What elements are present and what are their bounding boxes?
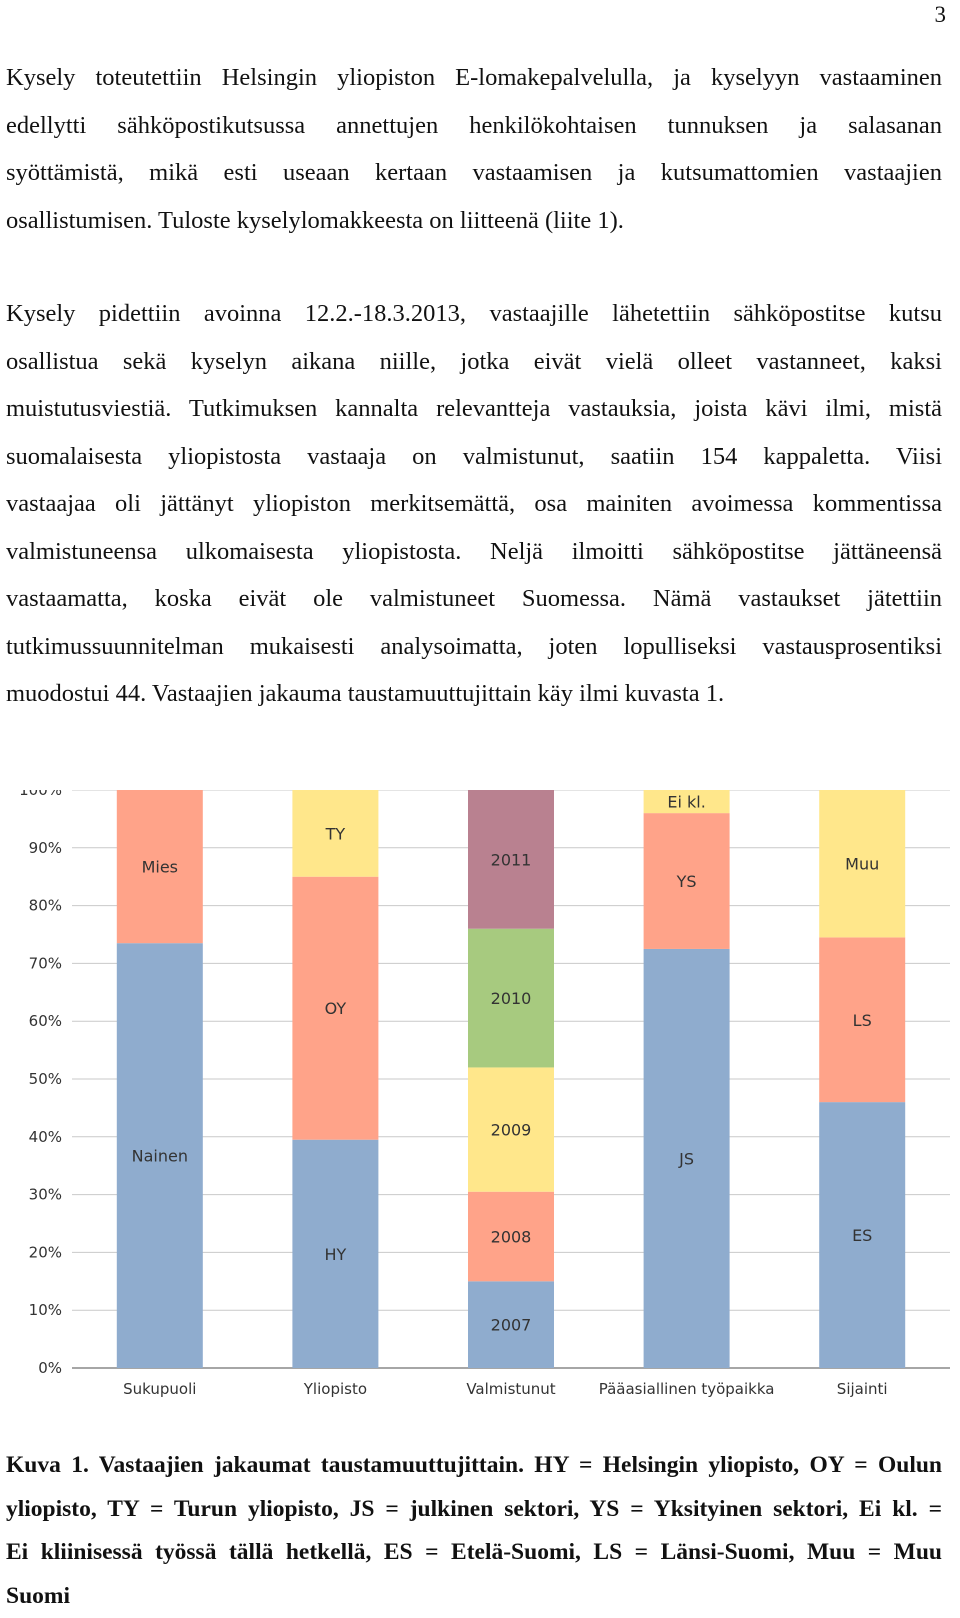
paragraph-line: tutkimussuunnitelman mukaisesti analysoi… xyxy=(6,623,942,671)
segment-label: 2010 xyxy=(491,989,532,1008)
x-category-label: Valmistunut xyxy=(466,1380,555,1398)
x-category-label: Sukupuoli xyxy=(123,1380,196,1398)
paragraph-2: Kysely pidettiin avoinna 12.2.-18.3.2013… xyxy=(6,290,942,718)
segment-label: 2011 xyxy=(491,850,532,869)
paragraph-line: Kysely pidettiin avoinna 12.2.-18.3.2013… xyxy=(6,290,942,338)
paragraph-line: suomalaisesta yliopistosta vastaaja on v… xyxy=(6,433,942,481)
segment-label: ES xyxy=(852,1226,872,1245)
y-tick-label: 30% xyxy=(29,1186,62,1204)
paragraph-line: edellytti sähköpostikutsussa annettujen … xyxy=(6,102,942,150)
paragraph-line: osallistua sekä kyselyn aikana niille, j… xyxy=(6,338,942,386)
paragraph-1: Kysely toteutettiin Helsingin yliopiston… xyxy=(6,54,942,244)
caption-line: Kuva 1. Vastaajien jakaumat taustamuuttu… xyxy=(6,1444,942,1488)
segment-label: JS xyxy=(678,1149,694,1168)
segment-label: Mies xyxy=(142,858,178,877)
paragraph-line: syöttämistä, mikä esti useaan kertaan va… xyxy=(6,149,942,197)
segment-label: 2008 xyxy=(491,1228,532,1247)
segment-label: YS xyxy=(676,872,697,891)
y-tick-label: 80% xyxy=(29,897,62,915)
chart-canvas: 0% 10% 20% 30% 40% 50% 60% 70% 80% 90% 100% Nainen M… xyxy=(0,790,960,1430)
y-tick-label: 20% xyxy=(29,1243,62,1261)
caption-line: Suomi xyxy=(6,1575,942,1618)
y-tick-label: 50% xyxy=(29,1070,62,1088)
x-category-label: Yliopisto xyxy=(303,1380,367,1398)
paragraph-line: valmistuneensa ulkomaisesta yliopistosta… xyxy=(6,528,942,576)
y-tick-label: 90% xyxy=(29,839,62,857)
paragraph-line: muodostui 44. Vastaajien jakauma taustam… xyxy=(6,670,942,718)
segment-label: LS xyxy=(853,1011,872,1030)
paragraph-line: Kysely toteutettiin Helsingin yliopiston… xyxy=(6,54,942,102)
paragraph-line: vastaamatta, koska eivät ole valmistunee… xyxy=(6,575,942,623)
caption-line: Ei kliinisessä työssä tällä hetkellä, ES… xyxy=(6,1531,942,1575)
x-category-label: Sijainti xyxy=(837,1380,888,1398)
y-tick-label: 40% xyxy=(29,1128,62,1146)
stacked-bar-chart: 0% 10% 20% 30% 40% 50% 60% 70% 80% 90% 100% Nainen M… xyxy=(0,790,960,1430)
segment-label: OY xyxy=(325,999,347,1018)
paragraph-line: muistutusviestiä. Tutkimuksen kannalta r… xyxy=(6,385,942,433)
segment-label: HY xyxy=(324,1245,346,1264)
y-tick-label: 100% xyxy=(19,790,62,799)
figure-caption: Kuva 1. Vastaajien jakaumat taustamuuttu… xyxy=(6,1444,942,1618)
y-tick-label: 10% xyxy=(29,1301,62,1319)
segment-label: Ei kl. xyxy=(667,793,705,812)
segment-label: 2007 xyxy=(491,1316,532,1335)
y-tick-label: 70% xyxy=(29,954,62,972)
segment-label: TY xyxy=(325,824,346,843)
segment-label: Muu xyxy=(845,855,879,874)
x-category-label: Pääasiallinen työpaikka xyxy=(599,1380,775,1398)
y-tick-label: 0% xyxy=(38,1359,62,1377)
y-tick-label: 60% xyxy=(29,1012,62,1030)
segment-label: 2009 xyxy=(491,1121,532,1140)
caption-line: yliopisto, TY = Turun yliopisto, JS = ju… xyxy=(6,1488,942,1532)
segment-label: Nainen xyxy=(132,1147,188,1166)
paragraph-line: osallistumisen. Tuloste kyselylomakkeest… xyxy=(6,197,942,245)
page-number: 3 xyxy=(935,2,947,28)
paragraph-line: vastaajaa oli jättänyt yliopiston merkit… xyxy=(6,480,942,528)
